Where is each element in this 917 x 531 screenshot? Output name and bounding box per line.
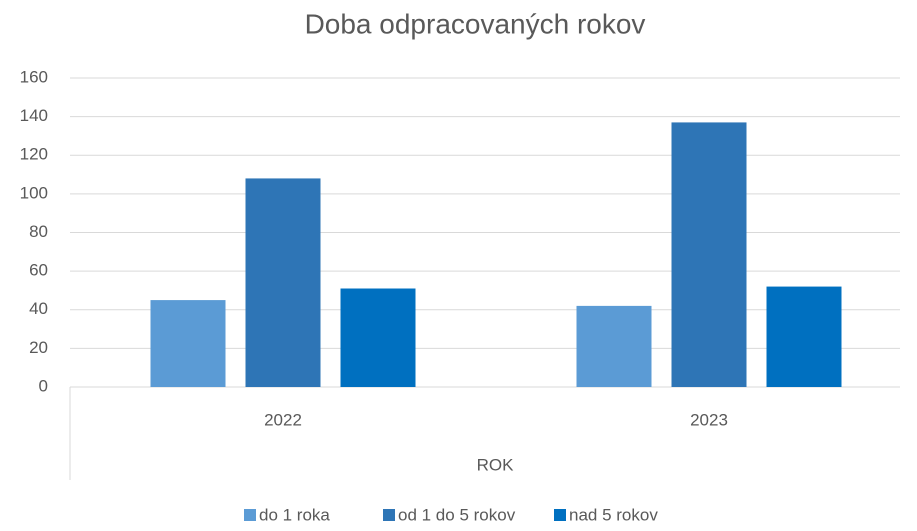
y-tick-label: 60 — [29, 261, 48, 280]
y-tick-label: 160 — [20, 67, 48, 86]
y-tick-label: 40 — [29, 299, 48, 318]
y-tick-label: 120 — [20, 145, 48, 164]
x-tick-label: 2023 — [690, 410, 728, 429]
y-tick-label: 140 — [20, 106, 48, 125]
legend-label: od 1 do 5 rokov — [398, 505, 516, 524]
x-tick-label: 2022 — [264, 410, 302, 429]
y-tick-label: 20 — [29, 338, 48, 357]
legend-swatch — [383, 509, 395, 521]
bar — [245, 178, 321, 387]
bar — [340, 288, 416, 387]
bar — [766, 286, 842, 387]
bar — [150, 300, 226, 387]
x-axis-label: ROK — [477, 455, 515, 474]
y-tick-label: 80 — [29, 222, 48, 241]
bar — [671, 122, 747, 387]
y-tick-label: 0 — [39, 376, 48, 395]
bar — [576, 305, 652, 387]
legend-swatch — [244, 509, 256, 521]
y-tick-label: 100 — [20, 183, 48, 202]
legend-label: nad 5 rokov — [569, 505, 658, 524]
legend-swatch — [554, 509, 566, 521]
legend-label: do 1 roka — [259, 505, 330, 524]
chart-title: Doba odpracovaných rokov — [305, 8, 646, 39]
